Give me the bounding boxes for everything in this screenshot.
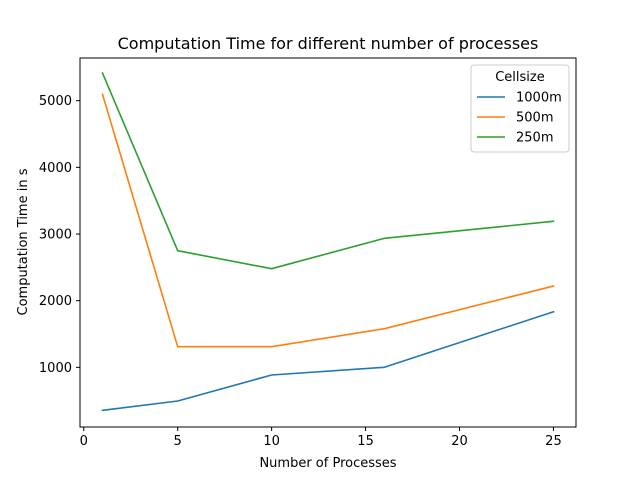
plot-area — [101, 71, 555, 412]
y-axis-title: Computation Time in s — [16, 168, 31, 315]
x-tick-label: 5 — [174, 434, 182, 449]
series-line-250m — [101, 71, 555, 270]
series-line-500m — [101, 93, 555, 348]
legend-label-500m: 500m — [516, 111, 553, 126]
y-tick-label: 5000 — [39, 94, 72, 109]
y-tick-label: 4000 — [39, 161, 72, 176]
y-tick-label: 2000 — [39, 294, 72, 309]
x-tick-label: 25 — [545, 434, 562, 449]
y-axis: 1000 2000 3000 4000 5000 — [39, 94, 80, 376]
x-axis: 0 5 10 15 20 25 — [80, 427, 562, 449]
legend-title: Cellsize — [495, 70, 545, 85]
series-line-1000m — [101, 310, 555, 412]
legend-items: 1000m 500m 250m — [477, 91, 562, 146]
x-tick-label: 15 — [357, 434, 374, 449]
legend-label-1000m: 1000m — [516, 91, 562, 106]
legend: Cellsize 1000m 500m 250m — [470, 64, 570, 153]
legend-label-250m: 250m — [516, 131, 553, 146]
y-tick-label: 3000 — [39, 228, 72, 243]
plot-frame — [79, 57, 577, 428]
x-tick-label: 20 — [451, 434, 468, 449]
chart-title: Computation Time for different number of… — [118, 34, 539, 53]
legend-frame — [470, 64, 570, 153]
x-tick-label: 0 — [80, 434, 88, 449]
y-tick-label: 1000 — [39, 361, 72, 376]
x-tick-label: 10 — [263, 434, 280, 449]
x-axis-title: Number of Processes — [259, 456, 396, 471]
